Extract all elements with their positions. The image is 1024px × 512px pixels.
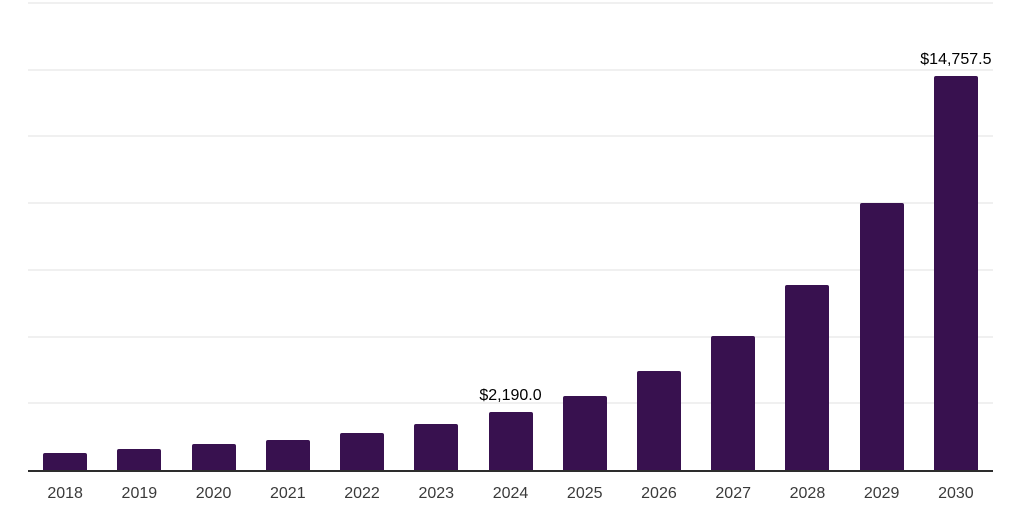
bar-2027 bbox=[711, 335, 756, 470]
gridline bbox=[28, 2, 993, 4]
bar-2029 bbox=[859, 203, 904, 470]
x-tick-2030: 2030 bbox=[938, 485, 974, 502]
gridline bbox=[28, 68, 993, 71]
bar-2028 bbox=[785, 284, 830, 470]
data-label-2024: $2,190.0 bbox=[479, 386, 542, 404]
x-tick-2026: 2026 bbox=[641, 485, 677, 502]
gridline bbox=[28, 268, 993, 271]
bar-2030 bbox=[933, 76, 978, 470]
x-tick-2024: 2024 bbox=[492, 485, 529, 502]
x-tick-2018: 2018 bbox=[47, 485, 83, 502]
bar-2024 bbox=[488, 411, 533, 470]
bar-2025 bbox=[562, 395, 607, 470]
x-tick-2020: 2020 bbox=[195, 485, 232, 502]
gridline bbox=[28, 402, 993, 405]
x-tick-2023: 2023 bbox=[418, 485, 455, 502]
bar-2020 bbox=[191, 444, 236, 470]
bar-2019 bbox=[117, 448, 162, 470]
x-axis-line bbox=[28, 470, 993, 472]
x-tick-2021: 2021 bbox=[270, 485, 306, 502]
x-tick-2027: 2027 bbox=[715, 485, 751, 502]
bar-2026 bbox=[636, 371, 681, 470]
gridline bbox=[28, 202, 993, 205]
bar-2023 bbox=[414, 423, 459, 470]
data-label-2030: $14,757.5 bbox=[920, 51, 992, 69]
x-tick-2029: 2029 bbox=[863, 485, 900, 502]
x-tick-2028: 2028 bbox=[789, 485, 826, 502]
gridline bbox=[28, 135, 993, 138]
x-tick-2025: 2025 bbox=[566, 485, 603, 502]
bar-2021 bbox=[265, 439, 310, 470]
bar-2018 bbox=[43, 452, 88, 470]
x-tick-2019: 2019 bbox=[121, 485, 158, 502]
bar-2022 bbox=[340, 432, 385, 470]
x-tick-2022: 2022 bbox=[344, 485, 380, 502]
gridline bbox=[28, 335, 993, 338]
